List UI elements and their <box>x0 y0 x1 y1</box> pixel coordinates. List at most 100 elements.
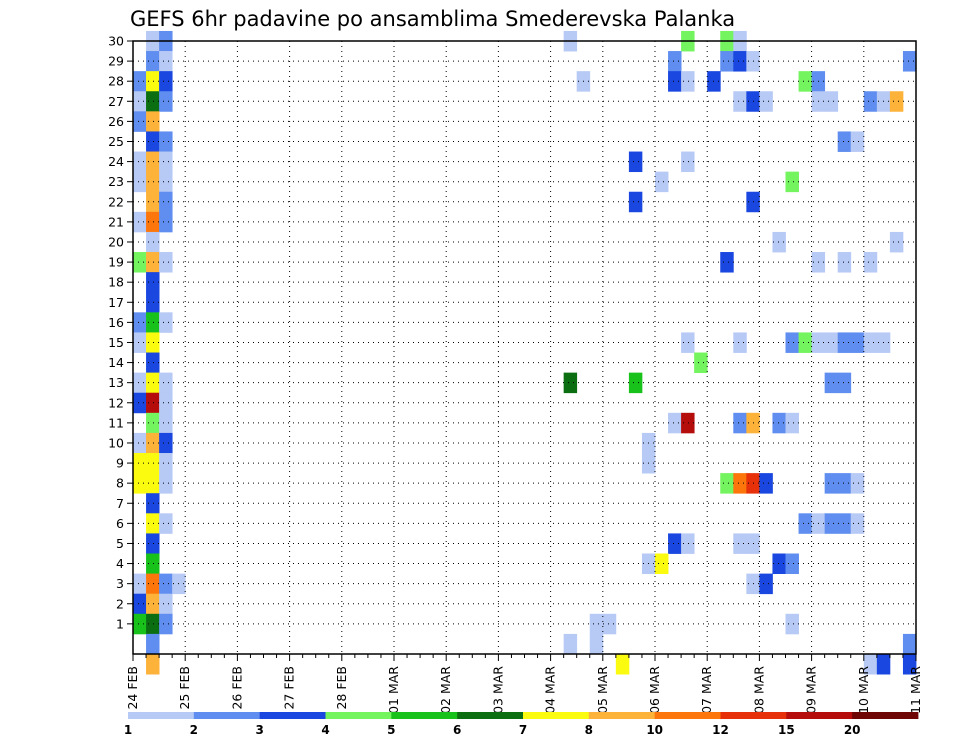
heatmap-cell <box>146 231 160 253</box>
heatmap-cell <box>668 71 682 92</box>
heatmap-cell <box>628 151 643 173</box>
legend-swatch <box>852 712 919 719</box>
heatmap-cell <box>902 51 917 72</box>
heatmap-cell <box>133 392 147 414</box>
heatmap-cell <box>146 171 160 193</box>
heatmap-cell <box>146 473 160 494</box>
y-tick-label: 14 <box>108 355 124 370</box>
heatmap-cell <box>146 332 160 353</box>
heatmap-cell <box>146 131 160 152</box>
heatmap-cell <box>146 453 160 474</box>
y-tick-label: 21 <box>108 214 124 229</box>
y-tick-label: 20 <box>108 234 124 249</box>
heatmap-cell <box>772 412 786 434</box>
heatmap-cell <box>850 131 865 152</box>
heatmap-cell <box>133 593 147 615</box>
heatmap-cell <box>589 613 604 635</box>
y-tick-label: 6 <box>116 516 124 531</box>
heatmap-cell <box>876 654 891 675</box>
legend-swatch <box>720 712 787 719</box>
legend-label: 7 <box>519 723 527 737</box>
heatmap-cell <box>146 211 160 233</box>
heatmap-cell <box>133 332 147 353</box>
heatmap-cell <box>655 171 669 193</box>
legend-label: 3 <box>255 723 263 737</box>
heatmap-cell <box>146 352 160 374</box>
x-tick-label: 10 MAR <box>856 666 871 714</box>
heatmap-cell <box>159 453 173 474</box>
heatmap-cell <box>798 513 812 534</box>
x-tick-label: 02 MAR <box>438 666 453 714</box>
y-tick-label: 13 <box>108 375 124 390</box>
y-tick-label: 1 <box>116 616 124 631</box>
legend-swatch <box>325 712 392 719</box>
heatmap-cell <box>759 91 773 112</box>
y-tick-label: 2 <box>116 596 124 611</box>
chart-title: GEFS 6hr padavine po ansamblima Smederev… <box>130 7 735 31</box>
y-tick-label: 8 <box>116 476 124 491</box>
heatmap-cell <box>146 593 160 615</box>
x-tick-label: 28 FEB <box>334 666 349 710</box>
heatmap-cell <box>733 91 747 112</box>
x-tick-label: 25 FEB <box>177 666 192 710</box>
legend-swatch <box>654 712 721 719</box>
heatmap-cell <box>889 91 904 112</box>
heatmap-cell <box>159 131 173 152</box>
heatmap-cell <box>850 332 865 353</box>
heatmap-cell <box>159 252 173 273</box>
y-tick-label: 5 <box>116 536 124 551</box>
legend-swatch <box>391 712 458 719</box>
heatmap-cell <box>563 372 578 394</box>
heatmap-cell <box>694 352 708 374</box>
y-tick-label: 17 <box>108 295 124 310</box>
heatmap-cell <box>133 171 147 193</box>
x-tick-label: 05 MAR <box>595 666 610 714</box>
legend-label: 20 <box>844 723 861 737</box>
heatmap-cell <box>785 553 799 575</box>
heatmap-cell <box>824 372 839 394</box>
y-tick-label: 25 <box>108 134 124 149</box>
heatmap-cell <box>785 171 799 193</box>
heatmap-cell <box>159 312 173 333</box>
y-tick-label: 27 <box>108 94 124 109</box>
legend-swatch <box>786 712 853 719</box>
heatmap-cell <box>837 252 852 273</box>
heatmap-cell <box>824 513 839 534</box>
heatmap-cell <box>146 51 160 72</box>
heatmap-cell <box>146 91 160 112</box>
heatmap-cell <box>902 633 917 655</box>
y-tick-label: 23 <box>108 174 124 189</box>
legend-label: 8 <box>585 723 593 737</box>
heatmap-cell <box>146 533 160 554</box>
heatmap-cell <box>159 392 173 414</box>
heatmap-cell <box>863 91 878 112</box>
heatmap-cell <box>133 613 147 635</box>
y-tick-label: 10 <box>108 435 124 450</box>
y-tick-label: 29 <box>108 54 124 69</box>
y-tick-label: 24 <box>108 154 124 169</box>
heatmap-cell <box>146 292 160 313</box>
heatmap-cell <box>772 553 786 575</box>
heatmap-cell <box>159 211 173 233</box>
heatmap-cell <box>837 372 852 394</box>
y-tick-label: 9 <box>116 456 124 471</box>
x-tick-label: 01 MAR <box>386 666 401 714</box>
heatmap-cell <box>159 91 173 112</box>
heatmap-cell <box>863 332 878 353</box>
legend-swatch <box>193 712 261 719</box>
legend-label: 5 <box>387 723 395 737</box>
heatmap-cell <box>655 553 669 575</box>
heatmap-cell <box>615 654 630 675</box>
heatmap-cell <box>146 493 160 514</box>
heatmap-cell <box>159 151 173 173</box>
legend-label: 2 <box>190 723 198 737</box>
heatmap-cell <box>681 533 695 554</box>
heatmap-cell <box>146 573 160 595</box>
x-tick-label: 09 MAR <box>804 666 819 714</box>
heatmap-cell <box>785 332 799 353</box>
heatmap-cell <box>668 51 682 72</box>
heatmap-cell <box>733 473 747 494</box>
heatmap-cell <box>133 71 147 92</box>
heatmap-cell <box>159 51 173 72</box>
y-tick-label: 3 <box>116 576 124 591</box>
